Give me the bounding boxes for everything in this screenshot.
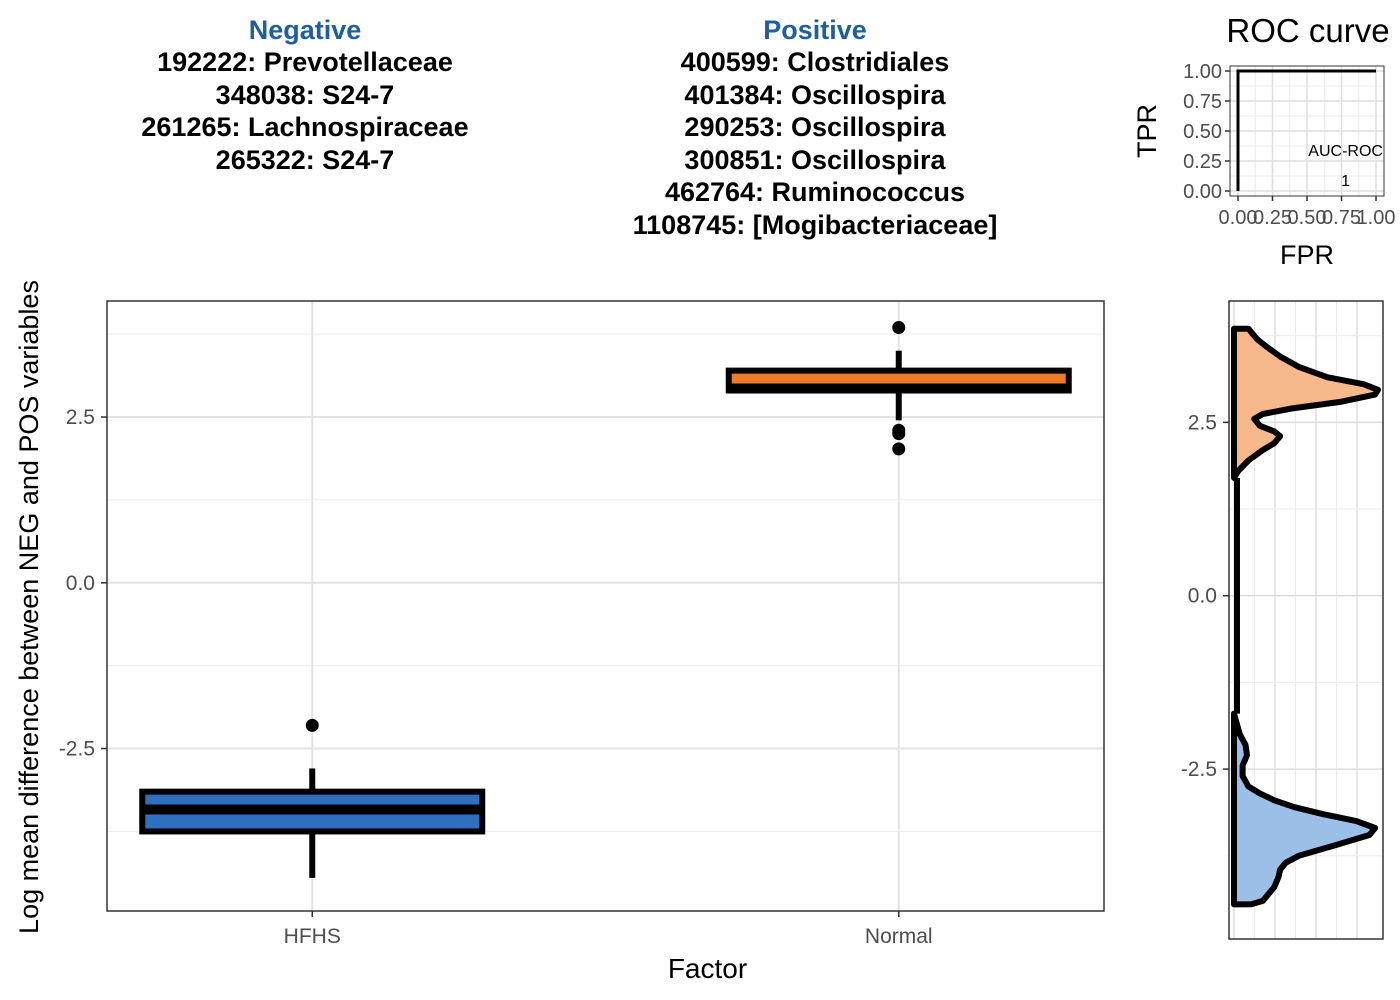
roc-x-tick-label: 0.25 — [1253, 207, 1292, 229]
outlier-point — [892, 321, 906, 335]
roc-y-tick-label: 0.75 — [1183, 91, 1222, 113]
roc-x-tick-label: 1.00 — [1357, 207, 1396, 229]
box-normal — [725, 321, 1072, 456]
x-tick-label: Normal — [865, 925, 933, 948]
negative-taxon: 265322: S24-7 — [215, 144, 395, 175]
negative-taxon: 348038: S24-7 — [215, 79, 395, 110]
positive-title: Positive — [763, 15, 867, 45]
outlier-point — [892, 427, 906, 441]
density-y-tick-label: 2.5 — [1188, 411, 1217, 434]
negative-title: Negative — [248, 15, 362, 45]
roc-x-tick-label: 0.50 — [1288, 207, 1327, 229]
negative-taxon: 261265: Lachnospiraceae — [141, 112, 469, 142]
density-border — [1228, 300, 1384, 940]
outlier-point — [892, 442, 906, 456]
density-y-tick-label: 0.0 — [1188, 585, 1217, 608]
positive-taxon: 401384: Oscillospira — [684, 79, 946, 110]
y-tick-label: -2.5 — [59, 738, 95, 761]
roc-x-tick-label: 0.75 — [1322, 207, 1361, 229]
positive-taxon: 1108745: [Mogibacteriaceae] — [632, 209, 998, 240]
density-area-normal — [1231, 325, 1381, 481]
density-panel: -2.5 0.0 2.5 — [1181, 300, 1384, 940]
roc-y-tick-label: 0.25 — [1183, 151, 1222, 173]
density-y-tick-label: -2.5 — [1181, 758, 1217, 781]
box-hfhs — [139, 718, 486, 878]
negative-taxa-list: 192222: Prevotellaceae 348038: S24-7 261… — [80, 46, 530, 176]
positive-taxa-list: 400599: Clostridiales 401384: Oscillospi… — [565, 46, 1065, 241]
roc-panel: AUC-ROC10.000.250.500.751.000.000.250.50… — [1132, 12, 1395, 270]
roc-y-tick-label: 0.00 — [1183, 181, 1222, 203]
x-tick-label: HFHS — [284, 925, 341, 948]
roc-x-axis-label: FPR — [1280, 240, 1334, 270]
plot-border — [106, 300, 1105, 912]
negative-taxon: 192222: Prevotellaceae — [157, 47, 453, 77]
roc-y-tick-label: 0.50 — [1183, 121, 1222, 143]
x-axis-label: Factor — [668, 953, 747, 984]
positive-taxon: 300851: Oscillospira — [684, 144, 946, 175]
roc-x-tick-label: 0.00 — [1219, 207, 1258, 229]
outlier-point — [305, 718, 319, 732]
positive-taxon: 290253: Oscillospira — [684, 112, 946, 142]
y-axis-label: Log mean difference between NEG and POS … — [14, 280, 44, 934]
negative-taxa-header: Negative 192222: Prevotellaceae 348038: … — [80, 14, 530, 176]
roc-line — [1236, 69, 1376, 191]
roc-y-axis-label: TPR — [1132, 104, 1162, 158]
density-area-hfhs — [1231, 710, 1379, 908]
roc-y-tick-label: 1.00 — [1183, 61, 1222, 83]
positive-taxon: 462764: Ruminococcus — [664, 177, 966, 207]
auc-value: 1 — [1341, 173, 1350, 190]
positive-taxa-header: Positive 400599: Clostridiales 401384: O… — [565, 14, 1065, 241]
auc-label: AUC-ROC — [1308, 143, 1383, 160]
roc-title: ROC curve — [1226, 12, 1389, 49]
y-tick-label: 0.0 — [66, 572, 95, 595]
boxplot-panel: -2.5 0.0 2.5 HFHS Normal Factor Log mean diffe… — [14, 280, 1105, 984]
positive-taxon: 400599: Clostridiales — [680, 47, 950, 77]
y-tick-label: 2.5 — [66, 406, 95, 429]
